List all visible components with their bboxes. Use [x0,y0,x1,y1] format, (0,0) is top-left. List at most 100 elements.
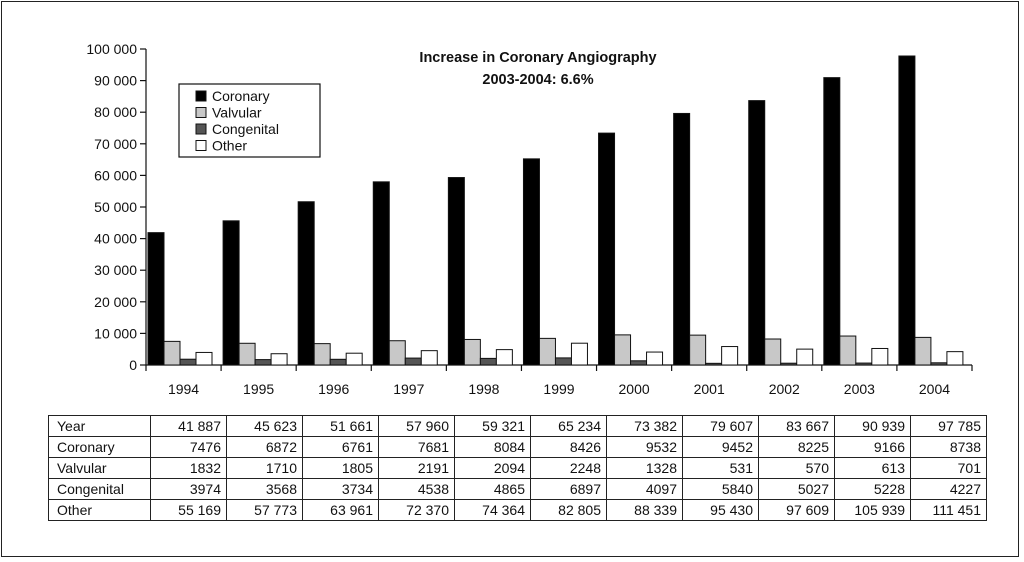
table-cell: 55 169 [150,499,227,521]
x-tick-label: 1999 [543,381,574,397]
bar-congenital-2001 [705,362,723,366]
table-row-label: Coronary [48,436,151,458]
legend-label: Coronary [212,88,270,104]
bar-coronary-1995 [222,220,240,366]
table-cell: 6761 [302,436,379,458]
bar-valvular-1998 [463,338,481,366]
table-cell: 7681 [378,436,455,458]
table-row: Coronary 7476 6872 6761 7681 8084 8426 9532 9452… [48,436,987,458]
y-tick-label: 10 000 [94,325,137,341]
table-cell: 5840 [682,478,759,500]
table-cell: 701 [910,457,987,479]
x-tick-label: 1994 [168,381,199,397]
bar-other-2001 [721,346,739,366]
bar-valvular-2004 [914,336,932,366]
y-tick-label: 40 000 [94,231,137,247]
x-tick-label: 1996 [318,381,349,397]
table-cell: 570 [758,457,835,479]
x-tick-label: 1998 [468,381,499,397]
bar-coronary-1997 [372,181,390,366]
table-cell: 5228 [834,478,911,500]
bar-other-1996 [345,352,363,366]
table-cell: 5027 [758,478,835,500]
table-cell: 95 430 [682,499,759,521]
bar-valvular-1994 [163,340,181,366]
y-tick-label: 70 000 [94,136,137,152]
table-cell: 74 364 [454,499,531,521]
x-tick-label: 2004 [919,381,950,397]
bar-congenital-1999 [554,357,572,366]
bar-congenital-2000 [630,360,648,366]
bar-valvular-2001 [689,334,707,366]
x-tick-label: 2000 [619,381,650,397]
table-cell: 97 785 [910,415,987,437]
legend-label: Other [212,138,247,154]
bar-group [147,55,964,366]
x-tick-label: 2001 [694,381,725,397]
bar-valvular-1995 [238,342,256,366]
table-cell: 1328 [606,457,683,479]
bar-other-1995 [270,353,288,366]
legend-swatch-other [195,140,207,151]
table-cell: 63 961 [302,499,379,521]
table-cell: 2191 [378,457,455,479]
table-cell: 97 609 [758,499,835,521]
table-cell: 90 939 [834,415,911,437]
bar-other-1994 [195,351,213,366]
table-row-label: Valvular [48,457,151,479]
table-cell: 2094 [454,457,531,479]
table-cell: 9452 [682,436,759,458]
bar-congenital-1998 [479,357,497,366]
table-cell: 613 [834,457,911,479]
table-cell: 51 661 [302,415,379,437]
legend-swatch-congenital [195,123,207,135]
table-cell: 79 607 [682,415,759,437]
bar-valvular-2002 [764,338,782,366]
bar-coronary-2001 [673,112,691,366]
table-cell: 9166 [834,436,911,458]
table-cell: 3974 [150,478,227,500]
x-axis: 1994 1995 1996 1997 1998 1999 2000 2001 2002 2003… [145,364,973,397]
table-cell: 41 887 [150,415,227,437]
table-cell: 1710 [226,457,303,479]
bar-valvular-2003 [839,335,857,366]
table-cell: 9532 [606,436,683,458]
chart-title: Increase in Coronary Angiography [419,50,656,66]
y-tick-label: 0 [129,357,137,373]
bar-coronary-2003 [823,77,841,366]
x-tick-label: 1995 [243,381,274,397]
table-cell: 6872 [226,436,303,458]
bar-congenital-2003 [855,362,873,366]
bar-congenital-2002 [780,362,798,366]
table-cell: 3568 [226,478,303,500]
bar-other-1998 [495,349,513,366]
table-cell: 6897 [530,478,607,500]
y-tick-label: 60 000 [94,167,137,183]
bar-valvular-2000 [614,334,632,366]
legend-swatch-coronary [195,90,207,102]
table-cell: 4097 [606,478,683,500]
bar-valvular-1999 [538,337,556,366]
table-cell: 82 805 [530,499,607,521]
bar-coronary-2004 [898,55,916,366]
y-tick-label: 30 000 [94,262,137,278]
bar-other-2000 [646,351,664,366]
y-axis: 0 10 000 20 000 30 000 40 000 50 000 60 000 70 … [86,41,147,373]
legend-label: Congenital [212,121,279,137]
table-cell: 59 321 [454,415,531,437]
table-cell: 3734 [302,478,379,500]
table-cell: 1832 [150,457,227,479]
chart-subtitle: 2003-2004: 6.6% [482,72,593,88]
table-cell: 2248 [530,457,607,479]
table-cell: 1805 [302,457,379,479]
table-cell: 65 234 [530,415,607,437]
table-cell: 111 451 [910,499,987,521]
bar-coronary-2000 [598,132,616,366]
bar-valvular-1997 [388,340,406,366]
table-row-label: Congenital [48,478,151,500]
table-cell: 4538 [378,478,455,500]
bar-other-2002 [796,348,814,366]
